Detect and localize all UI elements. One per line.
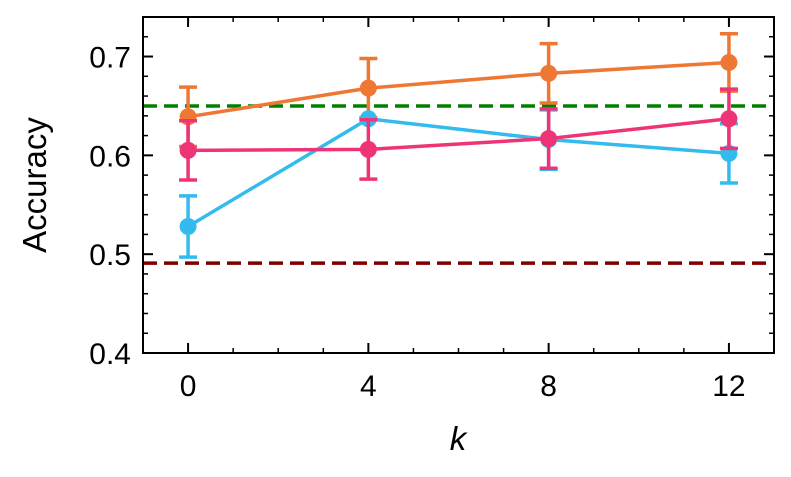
y-tick-label: 0.6 (89, 140, 131, 173)
x-tick-label: 12 (712, 370, 745, 403)
series-2-line (188, 117, 730, 153)
y-tick-label: 0.4 (89, 338, 131, 371)
plot-frame (142, 16, 775, 354)
series-1-point (179, 218, 197, 236)
y-tick-label: 0.7 (89, 42, 131, 75)
series-2-point (179, 141, 197, 159)
y-axis-label: Accuracy (16, 117, 53, 253)
x-axis-label: k (450, 420, 468, 457)
axis-ticks (142, 16, 775, 354)
series-2 (179, 87, 738, 182)
series-1-line (187, 117, 730, 229)
series-2-point (720, 110, 738, 128)
y-tick-label: 0.5 (89, 239, 131, 272)
x-tick-label: 4 (360, 370, 377, 403)
series-group (179, 32, 738, 259)
series-2-point (359, 140, 377, 158)
x-tick-label: 0 (180, 370, 197, 403)
series-1 (179, 108, 738, 259)
series-2-point (540, 130, 558, 148)
series-0-line (187, 60, 730, 119)
x-tick-label: 8 (540, 370, 557, 403)
series-0-point (720, 53, 738, 71)
series-0-point (540, 64, 558, 82)
tick-labels: 0 4 8 12 0.4 0.5 0.6 0.7 (89, 42, 745, 403)
series-0-point (359, 79, 377, 97)
